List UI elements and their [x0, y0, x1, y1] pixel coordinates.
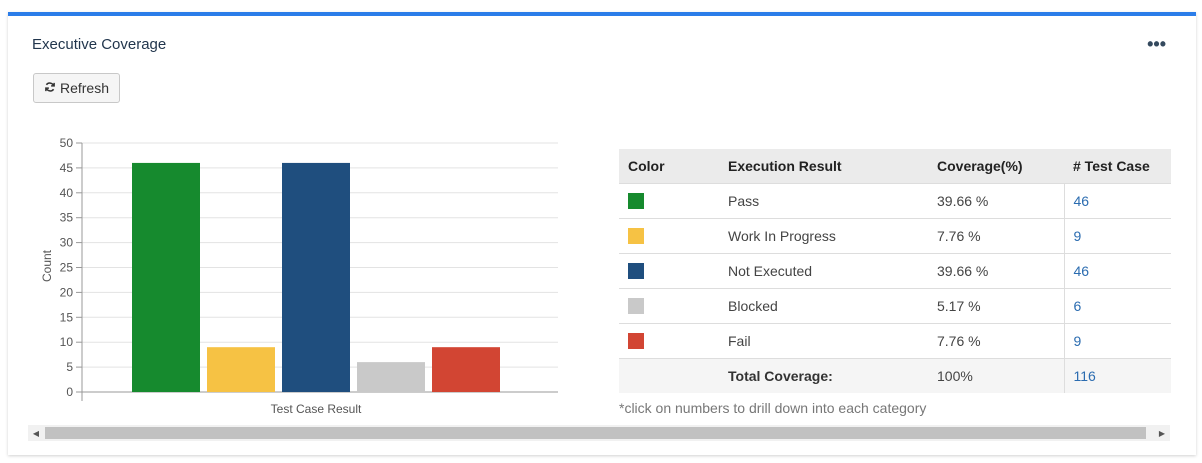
total-count-cell: 116 — [1063, 357, 1171, 393]
table-row: Fail 7.76 % 9 — [619, 322, 1171, 358]
count-link[interactable]: 9 — [1073, 332, 1082, 349]
scroll-right-arrow-icon[interactable]: ▶ — [1158, 428, 1166, 438]
color-cell — [619, 322, 719, 358]
color-cell — [619, 217, 719, 253]
scroll-left-arrow-icon[interactable]: ◀ — [32, 428, 40, 438]
drilldown-note: *click on numbers to drill down into eac… — [619, 400, 927, 416]
result-cell: Blocked — [719, 287, 928, 323]
result-cell: Not Executed — [719, 252, 928, 288]
color-swatch — [628, 298, 644, 315]
y-tick-label: 40 — [60, 186, 74, 200]
header-execution-result: Execution Result — [719, 149, 928, 183]
color-cell — [619, 252, 719, 288]
coverage-cell: 7.76 % — [928, 322, 1064, 358]
coverage-cell: 39.66 % — [928, 252, 1064, 288]
header-test-case: # Test Case — [1064, 149, 1171, 183]
panel-title: Executive Coverage — [32, 36, 167, 53]
header-color: Color — [619, 149, 719, 183]
total-color-cell — [619, 357, 719, 393]
refresh-icon — [44, 80, 56, 96]
result-cell: Work In Progress — [719, 217, 928, 253]
bar-fail[interactable] — [432, 347, 500, 392]
color-swatch — [628, 193, 644, 210]
total-coverage: 100% — [928, 357, 1064, 393]
color-swatch — [628, 263, 644, 280]
bar-not-executed[interactable] — [282, 162, 350, 392]
color-swatch — [628, 228, 644, 245]
color-cell — [619, 287, 719, 323]
coverage-table: Color Execution Result Coverage(%) # Tes… — [619, 149, 1171, 393]
y-tick-label: 10 — [60, 335, 74, 349]
header-coverage: Coverage(%) — [928, 149, 1064, 183]
count-cell: 6 — [1063, 287, 1171, 323]
color-swatch — [628, 333, 644, 350]
table-row: Pass 39.66 % 46 — [619, 182, 1171, 218]
table-header-row: Color Execution Result Coverage(%) # Tes… — [619, 149, 1171, 183]
scrollbar-thumb[interactable] — [45, 427, 1146, 439]
total-row: Total Coverage: 100% 116 — [619, 357, 1171, 393]
y-tick-label: 45 — [60, 161, 74, 175]
count-cell: 9 — [1063, 217, 1171, 253]
y-tick-label: 20 — [60, 285, 74, 299]
y-tick-label: 5 — [66, 360, 73, 374]
table-row: Work In Progress 7.76 % 9 — [619, 217, 1171, 253]
coverage-cell: 7.76 % — [928, 217, 1064, 253]
coverage-cell: 39.66 % — [928, 182, 1064, 218]
color-cell — [619, 182, 719, 218]
count-link[interactable]: 6 — [1073, 297, 1082, 314]
y-tick-label: 50 — [60, 136, 74, 150]
bar-pass[interactable] — [132, 162, 200, 392]
count-link[interactable]: 9 — [1073, 227, 1082, 244]
y-tick-label: 25 — [60, 261, 74, 275]
more-options-button[interactable]: ••• — [1147, 34, 1166, 54]
count-cell: 46 — [1063, 182, 1171, 218]
coverage-bar-chart: 0 5 10 15 20 25 30 35 40 45 50 Count Test Case Res… — [40, 136, 558, 416]
count-cell: 9 — [1063, 322, 1171, 358]
y-tick-label: 15 — [60, 310, 74, 324]
count-cell: 46 — [1063, 252, 1171, 288]
x-axis-label: Test Case Result — [271, 402, 362, 416]
table-row: Not Executed 39.66 % 46 — [619, 252, 1171, 288]
refresh-label: Refresh — [59, 80, 110, 96]
y-tick-label: 35 — [60, 211, 74, 225]
total-label: Total Coverage: — [719, 357, 928, 393]
result-cell: Fail — [719, 322, 928, 358]
bar-blocked[interactable] — [357, 362, 425, 392]
y-tick-label: 0 — [66, 385, 73, 399]
bar-work-in-progress[interactable] — [207, 347, 275, 392]
result-cell: Pass — [719, 182, 928, 218]
horizontal-scrollbar[interactable]: ◀ ▶ — [28, 425, 1170, 441]
table-row: Blocked 5.17 % 6 — [619, 287, 1171, 323]
count-link[interactable]: 46 — [1073, 192, 1090, 209]
y-axis-label: Count — [40, 249, 54, 282]
refresh-button[interactable]: Refresh — [33, 73, 120, 103]
count-link[interactable]: 46 — [1073, 262, 1090, 279]
total-count-link[interactable]: 116 — [1073, 367, 1096, 384]
executive-coverage-panel: Executive Coverage ••• Refresh 0 5 10 15 20 2… — [8, 12, 1196, 455]
y-tick-label: 30 — [60, 236, 74, 250]
coverage-cell: 5.17 % — [928, 287, 1064, 323]
